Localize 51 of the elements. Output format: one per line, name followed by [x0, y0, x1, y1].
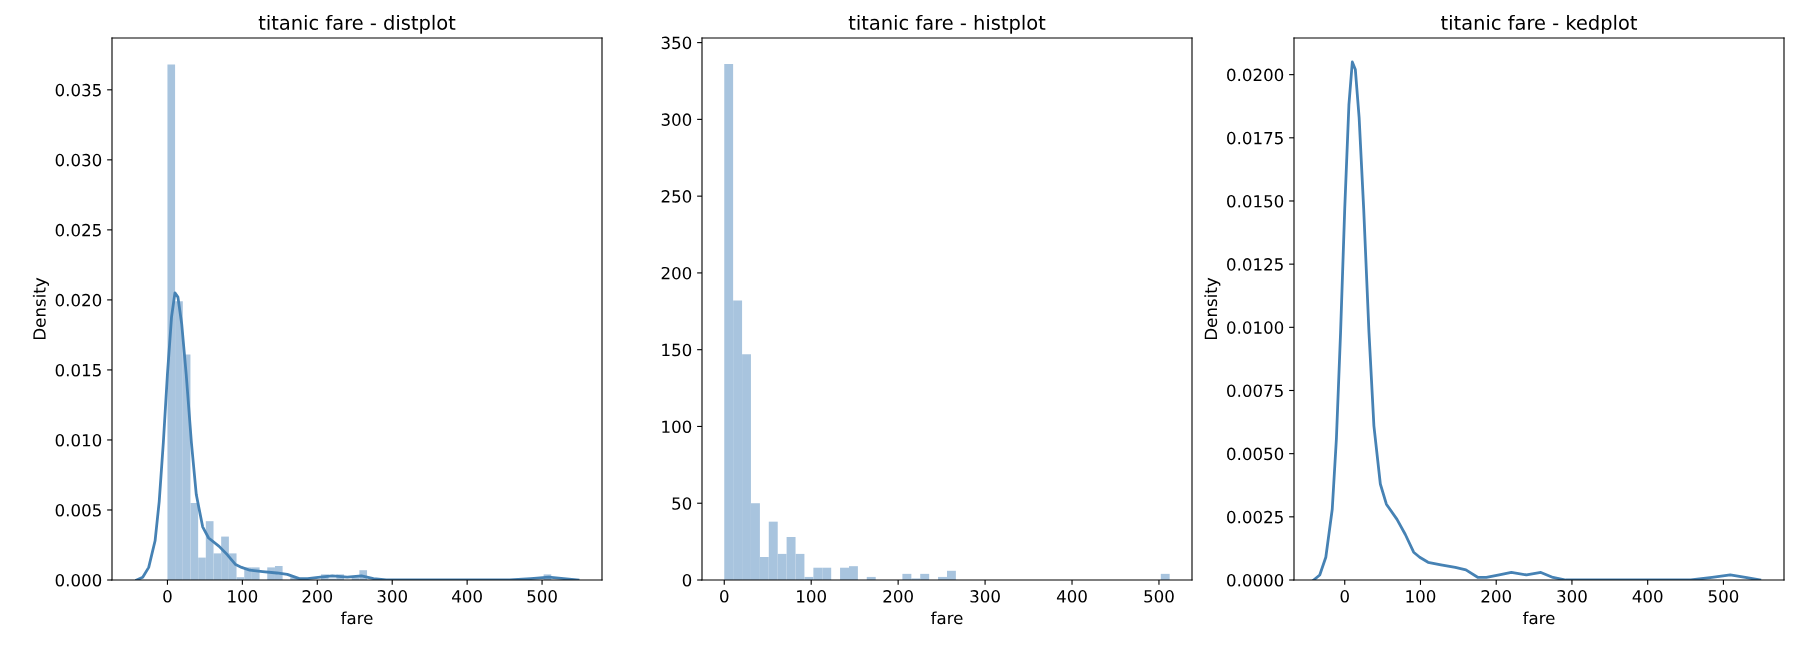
y-tick-label: 0.035	[55, 83, 101, 97]
y-tick-label: 0.015	[55, 363, 101, 377]
y-tick-label: 0.010	[55, 433, 102, 447]
y-tick-label: 0.0200	[1227, 68, 1284, 82]
x-tick-label: 300	[1557, 590, 1587, 603]
x-tick-label: 0	[163, 590, 172, 603]
y-tick-label: 0.0125	[1227, 258, 1283, 271]
x-tick-label: 100	[797, 590, 826, 603]
y-tick-label: 150	[662, 343, 692, 357]
y-tick-label: 0.005	[55, 503, 101, 517]
y-tick-label: 250	[661, 190, 692, 203]
y-tick-label: 0.0050	[1227, 447, 1284, 461]
y-tick-label: 0.0025	[1227, 510, 1283, 524]
x-tick-label: 500	[527, 590, 557, 603]
y-tick-label: 0.020	[55, 293, 102, 307]
y-tick-label: 200	[661, 266, 692, 280]
x-tick-label: 200	[883, 590, 913, 603]
y-tick-label: 100	[662, 420, 692, 434]
x-tick-label: 200	[1481, 590, 1512, 603]
y-tick-label: 0.0100	[1227, 321, 1284, 334]
y-tick-label: 0.025	[55, 223, 101, 237]
x-tick-label: 100	[1406, 590, 1436, 603]
x-axis-title: fare	[1522, 611, 1555, 625]
x-axis-title: fare	[340, 611, 373, 625]
x-tick-label: 200	[302, 590, 333, 603]
x-tick-label: 300	[377, 590, 408, 603]
x-tick-label: 400	[1632, 590, 1663, 603]
x-tick-label: 400	[1056, 590, 1087, 603]
x-axis-title: fare	[930, 611, 963, 625]
y-tick-label: 0.0000	[1227, 573, 1284, 587]
y-tick-label: 0.000	[55, 573, 102, 587]
chart-title: titanic fare - histplot	[848, 14, 1046, 34]
y-axis-title: Density	[32, 277, 50, 340]
x-tick-label: 0	[720, 590, 729, 603]
y-tick-label: 0.0175	[1227, 131, 1283, 145]
chart-title: titanic fare - distplot	[258, 14, 456, 34]
y-axis-title: Density	[1204, 277, 1221, 340]
x-tick-label: 300	[970, 590, 1000, 603]
x-tick-label: 500	[1708, 590, 1739, 603]
y-tick-label: 0	[682, 573, 692, 587]
y-tick-label: 300	[661, 113, 692, 126]
y-tick-label: 0.0075	[1227, 384, 1283, 398]
x-tick-label: 500	[1144, 590, 1174, 603]
x-tick-label: 100	[228, 590, 258, 603]
y-tick-label: 350	[661, 36, 692, 50]
chart-title: titanic fare - kedplot	[1441, 14, 1638, 34]
y-tick-label: 0.030	[55, 153, 102, 167]
y-tick-label: 0.0150	[1227, 194, 1284, 208]
y-tick-label: 50	[672, 497, 692, 510]
x-tick-label: 400	[452, 590, 482, 603]
x-tick-label: 0	[1340, 590, 1349, 603]
